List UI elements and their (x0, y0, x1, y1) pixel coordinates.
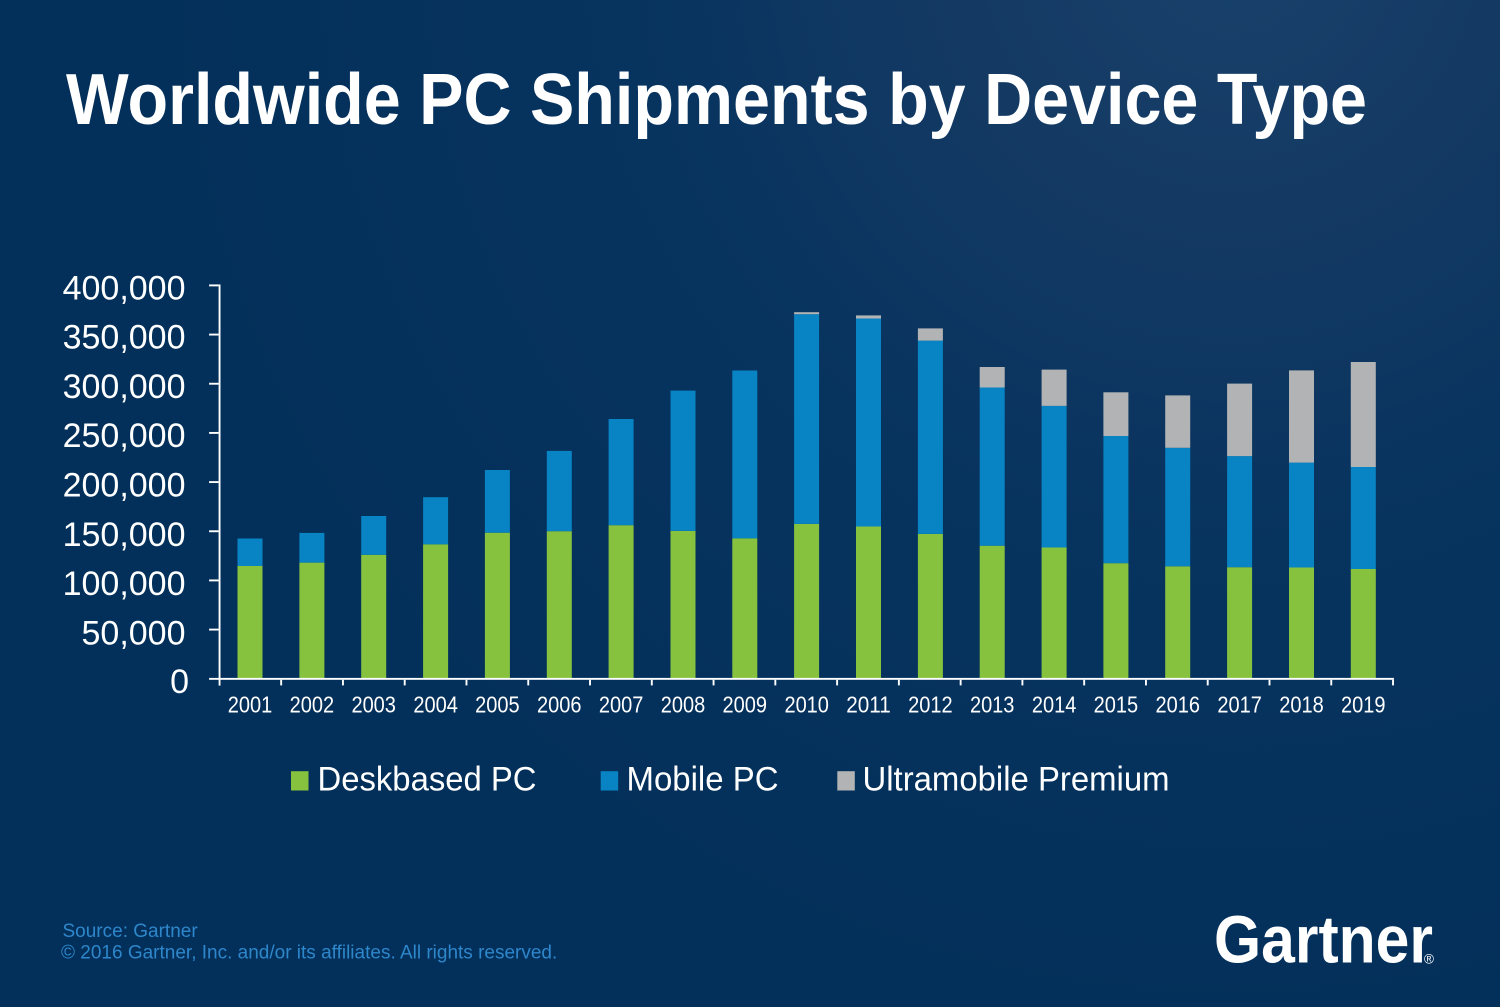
svg-text:Source: Gartner: Source: Gartner (63, 921, 199, 942)
svg-text:Mobile PC: Mobile PC (627, 760, 779, 798)
svg-text:2006: 2006 (537, 692, 582, 718)
svg-text:2003: 2003 (351, 692, 396, 718)
svg-text:2008: 2008 (661, 692, 706, 718)
svg-text:2009: 2009 (723, 692, 768, 718)
svg-text:350,000: 350,000 (63, 319, 186, 357)
svg-text:150,000: 150,000 (63, 516, 186, 554)
svg-text:2010: 2010 (784, 692, 829, 718)
svg-text:2015: 2015 (1094, 692, 1139, 718)
svg-text:100,000: 100,000 (63, 565, 186, 603)
svg-text:© 2016 Gartner, Inc. and/or it: © 2016 Gartner, Inc. and/or its affiliat… (61, 943, 557, 964)
svg-text:300,000: 300,000 (63, 368, 186, 406)
svg-text:2011: 2011 (846, 692, 891, 718)
svg-text:2001: 2001 (228, 692, 273, 718)
svg-text:Worldwide PC Shipments by Devi: Worldwide PC Shipments by Device Type (66, 60, 1367, 140)
svg-text:2019: 2019 (1341, 692, 1386, 718)
svg-text:Deskbased PC: Deskbased PC (318, 760, 537, 798)
svg-text:Gartner: Gartner (1214, 903, 1433, 978)
svg-text:Ultramobile Premium: Ultramobile Premium (863, 760, 1170, 798)
svg-text:2004: 2004 (413, 692, 458, 718)
svg-text:2012: 2012 (908, 692, 953, 718)
svg-text:®: ® (1424, 952, 1434, 967)
svg-text:2005: 2005 (475, 692, 520, 718)
svg-text:2016: 2016 (1156, 692, 1201, 718)
svg-text:2007: 2007 (599, 692, 644, 718)
svg-text:2002: 2002 (290, 692, 335, 718)
svg-text:200,000: 200,000 (63, 467, 186, 505)
svg-text:250,000: 250,000 (63, 417, 186, 455)
svg-text:2014: 2014 (1032, 692, 1077, 718)
svg-text:400,000: 400,000 (63, 269, 186, 307)
svg-text:50,000: 50,000 (82, 614, 186, 652)
svg-text:2017: 2017 (1217, 692, 1262, 718)
svg-text:0: 0 (170, 663, 189, 701)
svg-text:2018: 2018 (1279, 692, 1324, 718)
svg-text:2013: 2013 (970, 692, 1015, 718)
